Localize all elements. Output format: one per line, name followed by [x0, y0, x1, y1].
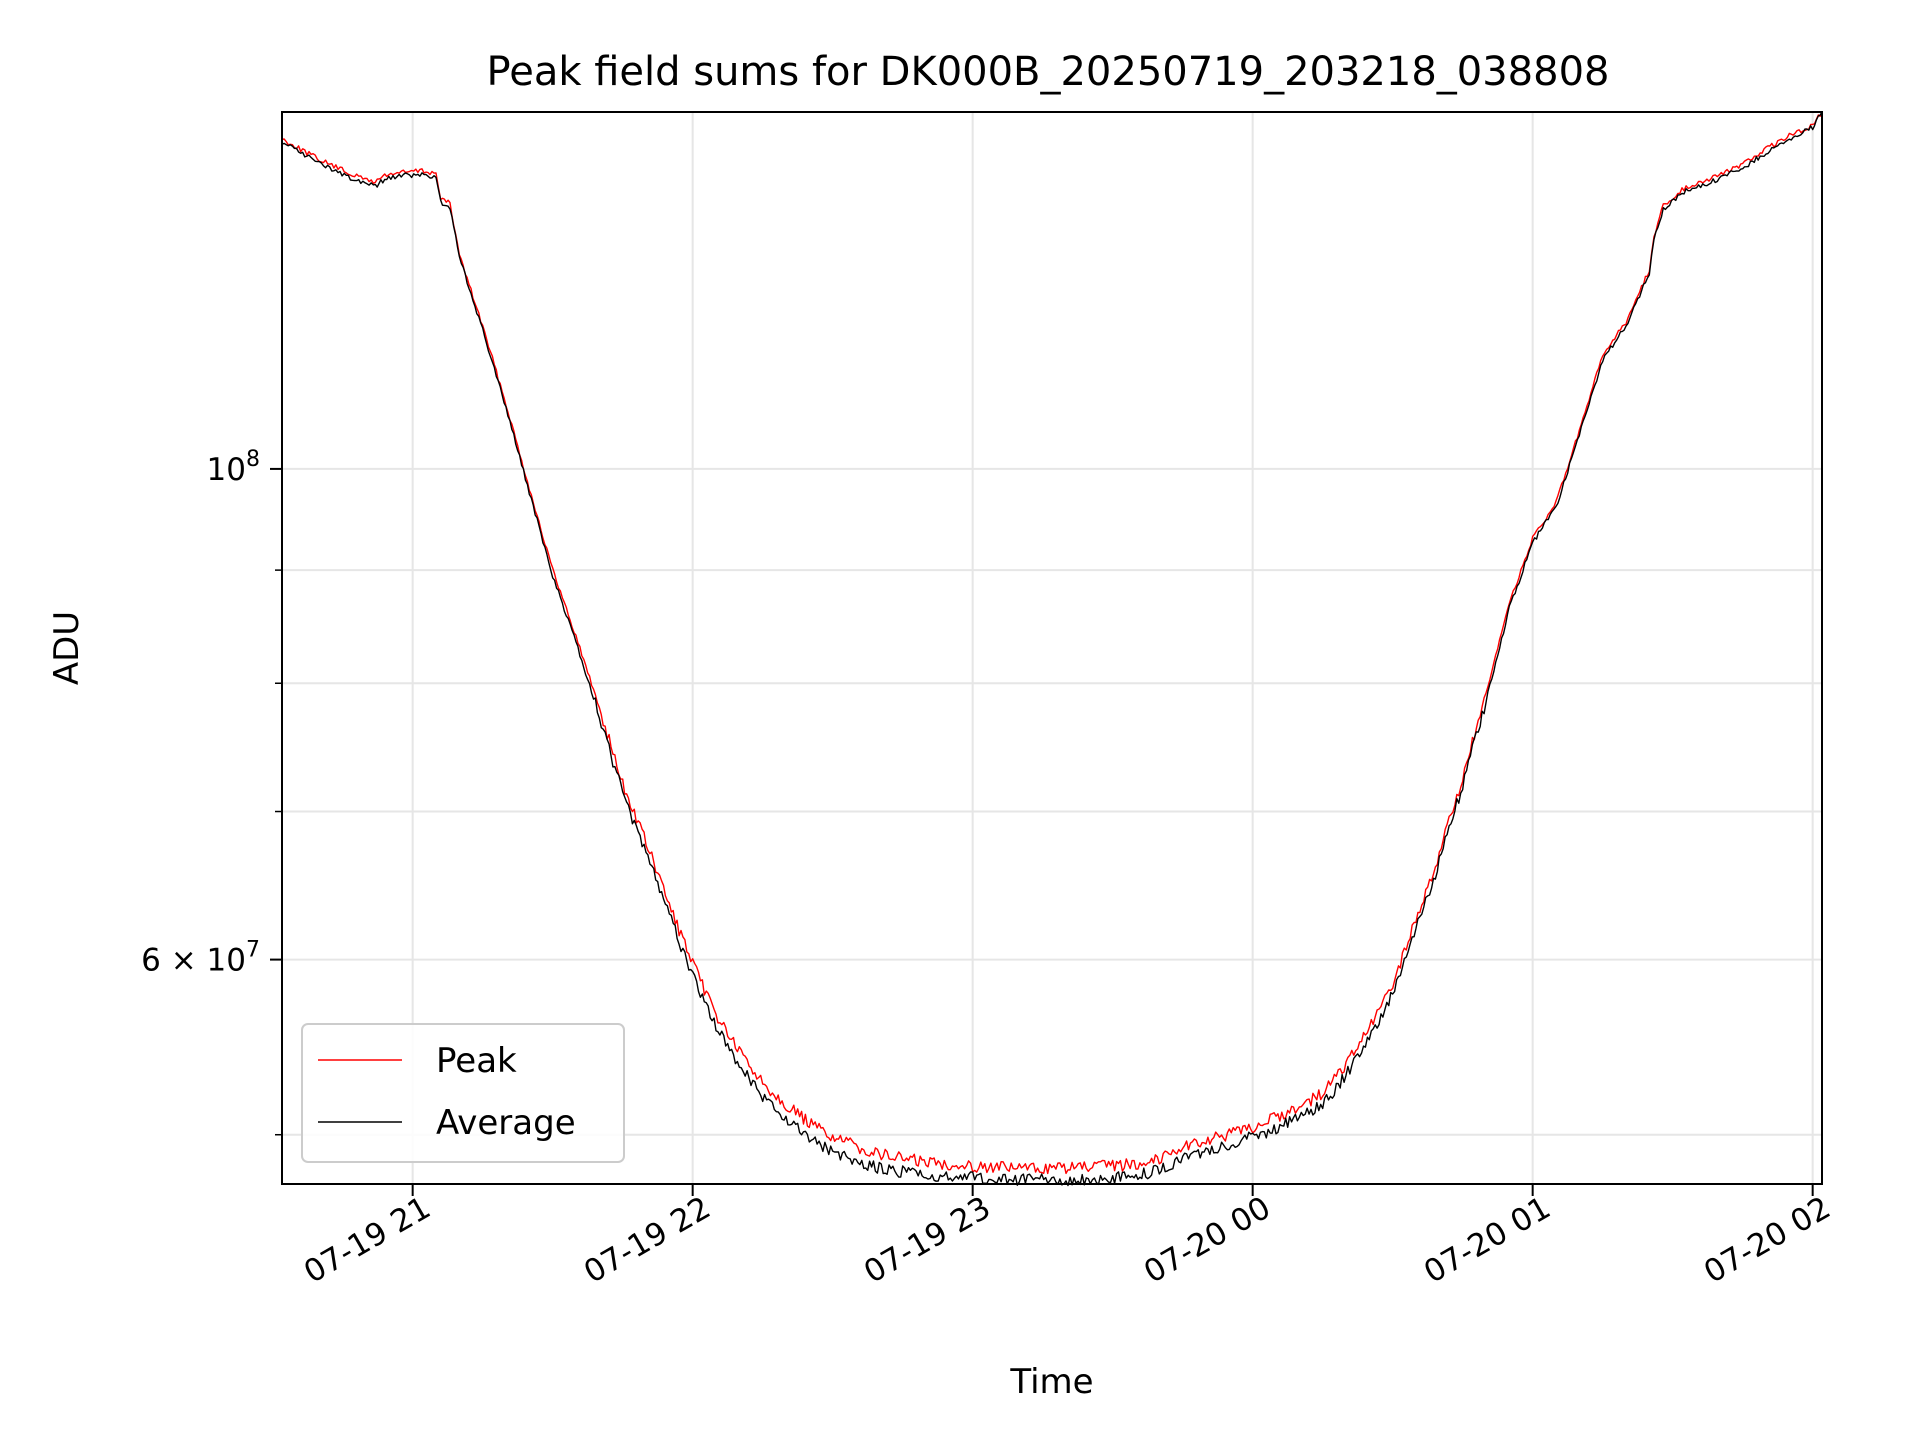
x-axis-label: Time [1009, 1362, 1093, 1402]
plot-frame [281, 111, 1823, 1185]
legend-label-peak: Peak [436, 1041, 517, 1081]
y-tick-exponent: 7 [246, 938, 260, 963]
y-tick-exponent: 8 [246, 447, 260, 472]
legend-label-average: Average [436, 1103, 576, 1143]
y-tick-label: 6 × 107 [141, 938, 260, 979]
y-axis-label: ADU [47, 611, 87, 685]
y-tick-base: 10 [207, 943, 246, 979]
legend-box [301, 1023, 625, 1163]
chart-title: Peak field sums for DK000B_20250719_2032… [487, 49, 1610, 95]
y-tick-coef: 6 × [141, 943, 206, 979]
series-line-average [281, 111, 1823, 1187]
legend: Peak Average [301, 1023, 625, 1163]
y-tick-base: 10 [207, 452, 246, 488]
series-line-peak [281, 111, 1823, 1175]
series-group [281, 111, 1823, 1187]
y-tick-label: 108 [207, 447, 260, 488]
